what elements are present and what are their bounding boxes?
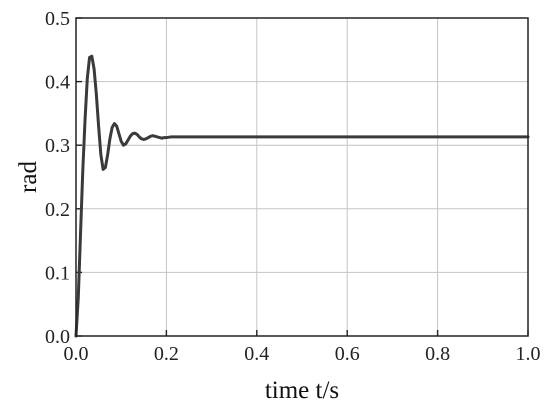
x-tick-label: 0.8 [425, 343, 450, 365]
axis-ticks [75, 17, 529, 337]
series-layer [74, 54, 530, 338]
grid-lines [76, 18, 528, 336]
y-axis-label: rad [15, 161, 42, 193]
y-tick-label: 0.2 [45, 199, 70, 221]
tick-labels: 0.0 0.2 0.4 0.6 0.8 1.0 0.0 0.1 0.2 0.3 0.4 0.5 [45, 8, 541, 365]
x-axis-label: time t/s [265, 377, 339, 404]
y-tick-label: 0.4 [45, 72, 70, 94]
y-tick-label: 0.1 [45, 262, 70, 284]
y-tick-label: 0.3 [45, 135, 70, 157]
x-tick-label: 0.0 [64, 343, 89, 365]
series-line [74, 54, 530, 338]
x-tick-label: 0.2 [154, 343, 179, 365]
y-tick-label: 0.5 [45, 8, 70, 30]
y-tick-label: 0.0 [45, 326, 70, 348]
x-tick-label: 1.0 [516, 343, 541, 365]
plot-frame [75, 17, 529, 337]
x-tick-label: 0.4 [244, 343, 269, 365]
x-tick-label: 0.6 [335, 343, 360, 365]
